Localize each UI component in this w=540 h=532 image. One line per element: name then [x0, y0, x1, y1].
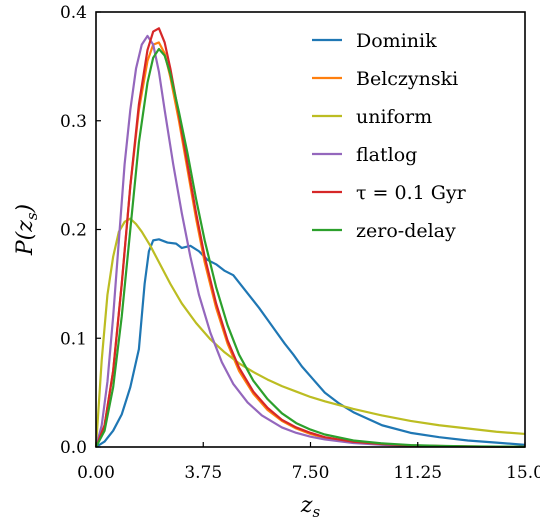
series-layer [94, 27, 526, 448]
y-axis-label-sub: s [23, 212, 41, 220]
x-tick-label: 3.75 [184, 463, 222, 483]
series-line-belczynski [94, 41, 526, 448]
legend-label-uniform: uniform [356, 106, 432, 128]
y-axis-label-close: ) [13, 204, 38, 214]
legend-label-dominik: Dominik [356, 30, 437, 52]
x-tick-label: 15.0 [506, 463, 540, 483]
legend-label-0-1-gyr: τ = 0.1 Gyr [356, 182, 467, 204]
legend-label-flatlog: flatlog [356, 144, 417, 166]
series-line-flatlog [94, 34, 526, 448]
series-line-dominik [95, 238, 526, 448]
series-line-0-1-gyr [94, 27, 526, 448]
y-axis-label-main: P(z [13, 220, 38, 256]
y-axis-label: P(zs) [13, 204, 41, 256]
x-tick-label: 7.50 [292, 463, 330, 483]
x-axis-label-sub: s [312, 503, 320, 521]
y-tick-label: 0.1 [60, 329, 87, 349]
series-line-zero-delay [95, 47, 526, 448]
x-axis-label-main: z [300, 493, 313, 518]
legend: Dominik Belczynski uniform flatlog τ = 0.1 G… [312, 30, 467, 242]
ticks-layer: 0.00 3.75 7.50 11.25 15.0 0.0 0.1 0.2 0.3 0.4 [60, 3, 540, 483]
x-tick-label: 0.00 [77, 463, 115, 483]
legend-label-zero-delay: zero-delay [356, 220, 456, 242]
y-tick-label: 0.2 [60, 221, 87, 241]
y-tick-label: 0.4 [60, 3, 87, 23]
x-tick-label: 11.25 [393, 463, 442, 483]
series-line-uniform [94, 217, 526, 448]
y-tick-label: 0.0 [60, 438, 87, 458]
y-tick-label: 0.3 [60, 112, 87, 132]
x-axis-label: zs [300, 493, 321, 521]
legend-label-belczynski: Belczynski [356, 68, 458, 90]
